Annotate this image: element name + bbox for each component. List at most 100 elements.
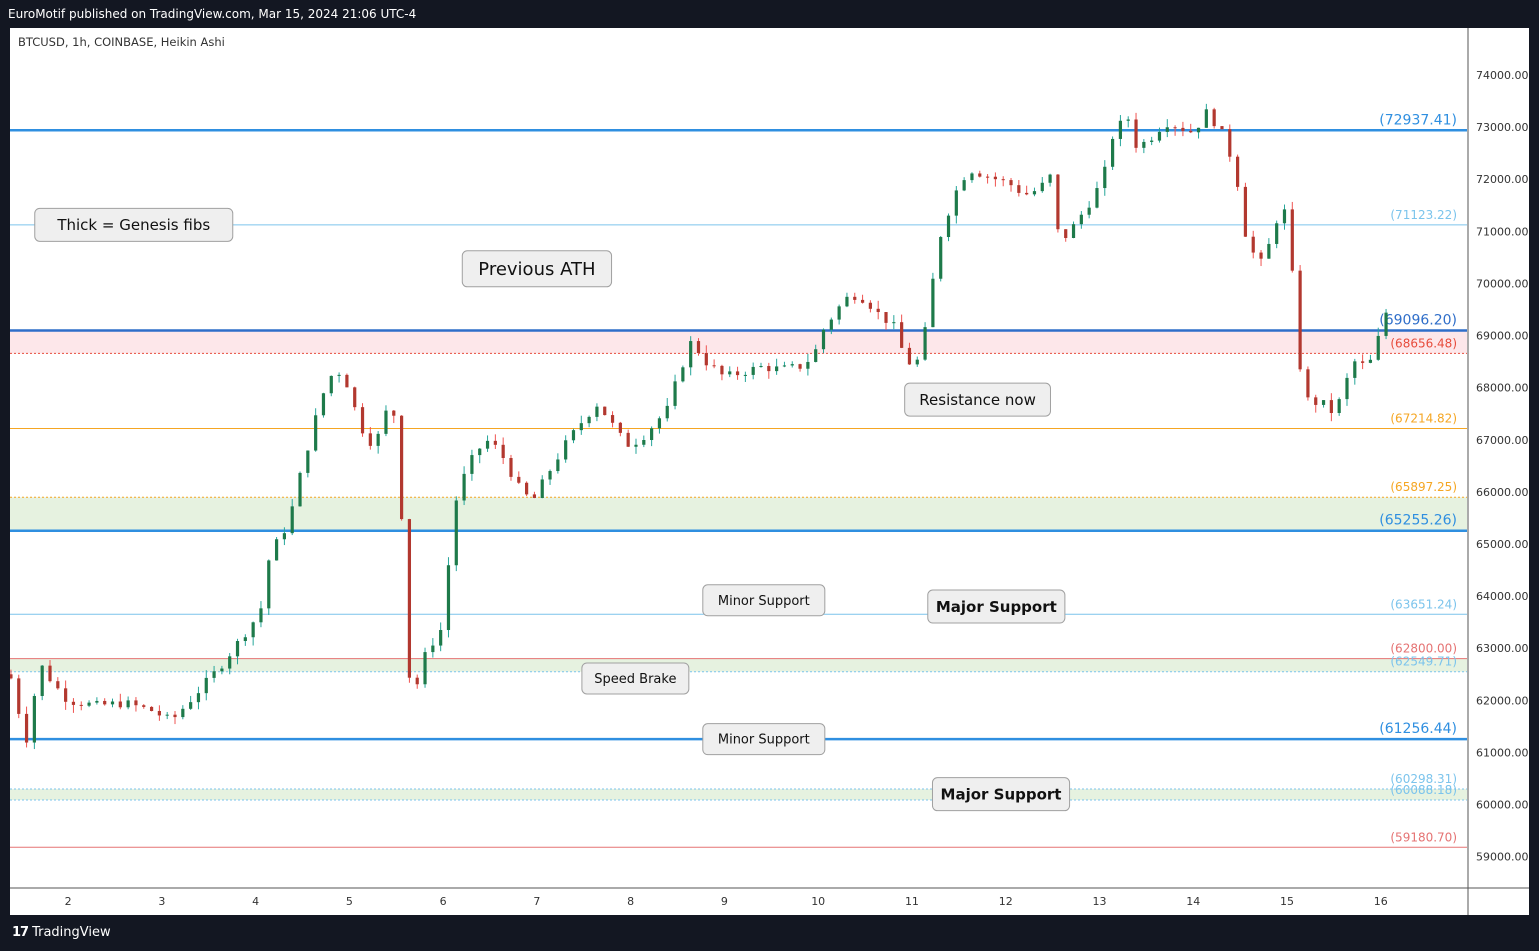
candle-body-86 [681, 367, 685, 382]
published-header: EuroMotif published on TradingView.com, … [0, 0, 1539, 28]
chart-frame[interactable]: (72937.41) (71123.22) (69096.20) (68656.48)… [9, 28, 1529, 915]
candle-body-163 [1282, 209, 1287, 224]
candle-body-15 [126, 700, 130, 708]
candle-body-166 [1306, 369, 1310, 398]
y-tick-label-3: 71000.00 [1476, 225, 1529, 238]
candle-body-129 [1017, 185, 1021, 193]
candle-body-68 [540, 479, 544, 498]
candle-body-102 [806, 361, 810, 369]
callout-box-3 [927, 589, 1066, 624]
candle-body-93 [735, 371, 740, 376]
price-chart[interactable]: (72937.41) (71123.22) (69096.20) (68656.48)… [9, 28, 1529, 915]
candle-body-79 [626, 432, 630, 447]
candle-body-24 [196, 693, 201, 703]
zone-band-2 [10, 658, 1467, 672]
candle-body-12 [103, 700, 107, 705]
candle-body-172 [1353, 361, 1357, 378]
candle-body-104 [821, 329, 826, 350]
candle-body-150 [1181, 127, 1185, 131]
candle-body-27 [220, 668, 224, 672]
footer-brand-text: TradingView [32, 925, 111, 940]
x-tick-label-1: 3 [158, 895, 165, 908]
candle-body-134 [1056, 174, 1060, 230]
candle-body-62 [493, 440, 497, 445]
candle-body-46 [368, 433, 372, 446]
candle-body-144 [1134, 119, 1138, 148]
x-tick-label-4: 6 [440, 895, 447, 908]
candle-body-35 [282, 533, 286, 540]
candle-body-17 [142, 705, 146, 707]
candle-body-133 [1048, 174, 1052, 183]
y-tick-label-1: 73000.00 [1476, 121, 1529, 134]
callout-box-4 [702, 584, 826, 617]
candle-body-88 [696, 341, 701, 354]
candle-body-94 [743, 374, 747, 376]
candle-body-130 [1025, 192, 1029, 195]
candle-body-20 [165, 714, 169, 716]
candle-body-67 [532, 494, 537, 498]
candle-body-63 [501, 444, 505, 459]
candle-body-8 [71, 701, 76, 705]
candle-body-18 [149, 706, 154, 711]
candle-body-108 [853, 296, 857, 300]
candle-body-6 [56, 681, 60, 689]
candle-body-176 [1384, 312, 1388, 336]
candle-body-28 [228, 656, 232, 669]
y-tick-label-8: 66000.00 [1476, 486, 1529, 499]
y-tick-label-15: 59000.00 [1476, 851, 1529, 864]
candle-body-13 [110, 701, 115, 705]
candle-body-110 [868, 302, 872, 309]
candle-body-167 [1314, 397, 1318, 405]
callout-text-7: Major Support [941, 785, 1062, 803]
y-tick-label-0: 74000.00 [1476, 69, 1529, 82]
candle-body-168 [1321, 400, 1326, 405]
candle-body-123 [970, 173, 974, 181]
level-label-12: (60088.18) [1390, 783, 1457, 797]
published-text: EuroMotif published on TradingView.com, … [8, 7, 417, 21]
candle-body-171 [1345, 377, 1349, 400]
candle-body-148 [1165, 127, 1169, 132]
candle-body-117 [923, 327, 927, 360]
callout-text-1: Previous ATH [478, 259, 595, 280]
zone-band-3 [10, 789, 1467, 801]
axes-layer: 74000.00 73000.00 72000.00 71000.00 70000.00… [10, 28, 1529, 915]
candle-body-119 [939, 237, 943, 279]
candle-body-74 [587, 416, 591, 424]
candle-body-109 [860, 299, 865, 303]
footer-brand[interactable]: 17 TradingView [12, 925, 111, 940]
candle-body-2 [24, 713, 29, 743]
candle-body-43 [345, 374, 349, 388]
candle-body-41 [329, 375, 333, 394]
candle-body-56 [446, 565, 451, 631]
candle-body-112 [884, 312, 888, 323]
callout-text-6: Minor Support [718, 733, 810, 748]
level-label-7: (63651.24) [1390, 597, 1457, 611]
candle-body-9 [79, 704, 83, 706]
candle-body-161 [1267, 243, 1271, 259]
candle-body-106 [837, 306, 841, 320]
candle-body-49 [392, 410, 396, 416]
level-label-1: (71123.22) [1390, 208, 1457, 222]
y-tick-label-6: 68000.00 [1476, 382, 1529, 395]
candle-body-128 [1009, 180, 1013, 186]
candle-body-96 [759, 366, 763, 368]
candle-body-61 [485, 440, 490, 449]
candle-body-137 [1079, 214, 1083, 225]
candle-body-87 [689, 341, 693, 368]
candle-body-76 [603, 406, 607, 416]
level-label-13: (59180.70) [1390, 830, 1457, 844]
candle-body-19 [157, 710, 161, 716]
candle-body-132 [1040, 182, 1044, 192]
candle-body-141 [1110, 138, 1115, 167]
candle-body-136 [1071, 224, 1076, 238]
candle-body-4 [40, 665, 44, 696]
x-tick-label-14: 16 [1374, 895, 1388, 908]
level-label-3: (68656.48) [1390, 336, 1457, 350]
x-tick-label-12: 14 [1186, 895, 1200, 908]
zone-band-0 [10, 330, 1467, 354]
y-tick-label-7: 67000.00 [1476, 434, 1529, 447]
candle-body-53 [423, 652, 427, 685]
level-label-4: (67214.82) [1390, 412, 1457, 426]
candle-body-126 [993, 176, 997, 180]
candle-body-60 [478, 448, 482, 456]
